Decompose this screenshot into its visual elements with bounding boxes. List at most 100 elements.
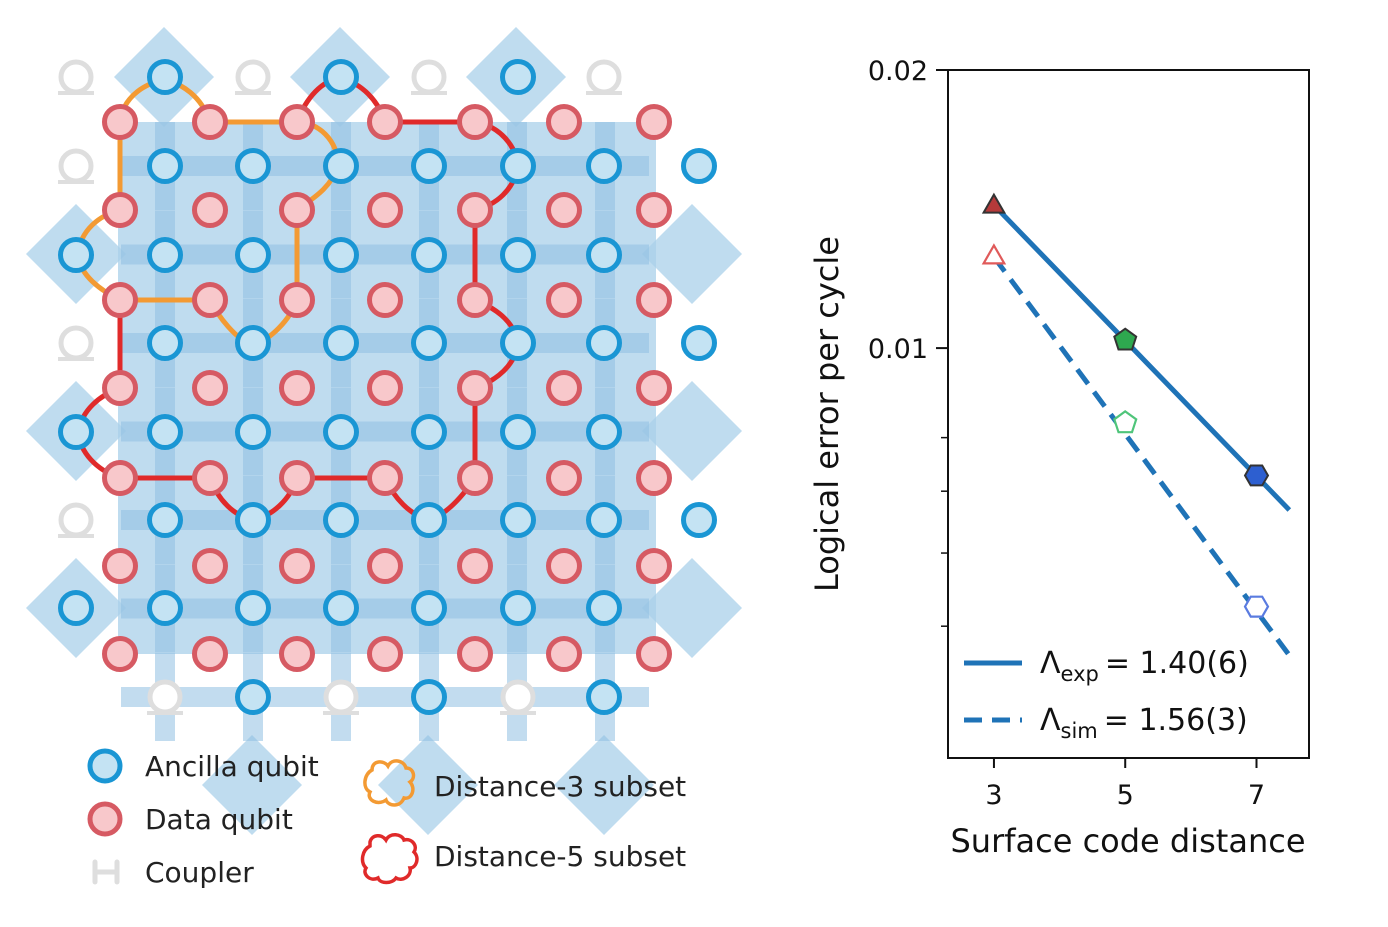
legend-d5-outline-icon <box>360 833 419 885</box>
ancilla-qubit <box>58 237 94 273</box>
data-qubit <box>279 548 315 584</box>
data-qubit <box>546 548 582 584</box>
ancilla-qubit <box>323 325 359 361</box>
legend-data-label: Data qubit <box>145 803 293 836</box>
data-qubit <box>457 370 493 406</box>
ancilla-qubit <box>681 148 717 184</box>
ancilla-qubit <box>323 59 359 95</box>
x-tick-label: 7 <box>1248 780 1265 811</box>
legend-sim-value: = 1.56(3) <box>1104 703 1248 738</box>
data-qubit <box>102 370 138 406</box>
ancilla-qubit <box>411 590 447 626</box>
experiment-fit-line <box>992 203 1292 512</box>
boundary-plaquette <box>642 204 742 304</box>
legend-exp-subscript: exp <box>1061 662 1099 686</box>
legend-exp-label: Λexp = 1.40(6) <box>1040 646 1249 686</box>
ancilla-qubit <box>411 502 447 538</box>
boundary-plaquette <box>202 735 302 835</box>
data-qubit <box>636 460 672 496</box>
data-qubit <box>546 282 582 318</box>
data-qubit <box>279 460 315 496</box>
lattice-layer <box>26 27 742 835</box>
data-qubit <box>102 104 138 140</box>
ancilla-qubit <box>681 325 717 361</box>
simulation-triangle-marker <box>981 243 1007 265</box>
ancilla-qubit <box>411 414 447 450</box>
ancilla-qubit <box>323 414 359 450</box>
ancilla-qubit <box>411 148 447 184</box>
data-qubit <box>367 370 403 406</box>
legend-d3-label: Distance-3 subset <box>434 770 686 803</box>
data-qubit <box>192 460 228 496</box>
data-qubit <box>279 282 315 318</box>
legend-ancilla-marker <box>87 748 123 784</box>
simulation-hexagon-marker <box>1243 595 1270 618</box>
data-qubit <box>102 548 138 584</box>
ancilla-qubit <box>586 502 622 538</box>
lattice-legend: Ancilla qubit Data qubit Coupler Distanc… <box>87 748 686 889</box>
data-qubit <box>546 370 582 406</box>
data-qubit <box>457 548 493 584</box>
ancilla-qubit <box>147 502 183 538</box>
ancilla-qubit <box>235 325 271 361</box>
ancilla-qubit <box>147 237 183 273</box>
data-qubit <box>457 104 493 140</box>
ancilla-qubit <box>586 414 622 450</box>
ancilla-qubit <box>147 148 183 184</box>
ancilla-qubit <box>681 502 717 538</box>
axis-ticks: 3 5 7 0.01 0.02 <box>868 56 1265 811</box>
ancilla-qubit <box>235 414 271 450</box>
legend-ancilla-label: Ancilla qubit <box>145 750 319 783</box>
legend-coupler-marker <box>92 859 120 885</box>
ancilla-qubit <box>411 237 447 273</box>
data-qubit <box>546 104 582 140</box>
data-qubit <box>546 192 582 228</box>
ancilla-qubit <box>586 237 622 273</box>
data-qubit <box>546 460 582 496</box>
data-qubit <box>192 636 228 672</box>
data-qubit <box>367 104 403 140</box>
y-axis-title: Logical error per cycle <box>808 236 846 592</box>
simulation-fit-line <box>991 255 1292 657</box>
data-qubit <box>279 104 315 140</box>
plot-area-frame <box>947 69 1310 759</box>
ancilla-qubit <box>411 325 447 361</box>
ancilla-qubit <box>500 325 536 361</box>
data-qubit <box>367 282 403 318</box>
ancilla-qubit <box>586 148 622 184</box>
x-axis-title: Surface code distance <box>950 822 1305 860</box>
legend-coupler-label: Coupler <box>145 856 254 889</box>
data-qubit <box>636 282 672 318</box>
ancilla-qubit <box>323 148 359 184</box>
x-tick-label: 5 <box>1117 780 1134 811</box>
ancilla-qubit <box>147 414 183 450</box>
ancilla-qubit <box>500 414 536 450</box>
ancilla-qubit <box>147 590 183 626</box>
coupler-layer <box>58 59 622 715</box>
experiment-pentagon-marker <box>1113 327 1138 351</box>
data-qubit <box>367 636 403 672</box>
qubit-layer <box>58 59 717 715</box>
data-qubit <box>457 282 493 318</box>
data-qubit <box>192 370 228 406</box>
boundary-plaquette <box>642 381 742 481</box>
ancilla-qubit <box>500 590 536 626</box>
data-qubit <box>636 636 672 672</box>
data-qubit <box>636 104 672 140</box>
ancilla-qubit <box>500 148 536 184</box>
ancilla-qubit <box>586 325 622 361</box>
ancilla-qubit <box>500 502 536 538</box>
data-qubit <box>367 192 403 228</box>
ancilla-qubit <box>500 237 536 273</box>
ancilla-qubit <box>323 237 359 273</box>
data-qubit <box>279 636 315 672</box>
legend-d3-outline-icon <box>363 759 416 807</box>
data-qubit <box>636 192 672 228</box>
data-points <box>981 192 1270 618</box>
data-qubit <box>102 282 138 318</box>
data-qubit <box>279 192 315 228</box>
y-tick-label: 0.02 <box>868 56 928 87</box>
legend-exp-value: = 1.40(6) <box>1105 646 1249 681</box>
